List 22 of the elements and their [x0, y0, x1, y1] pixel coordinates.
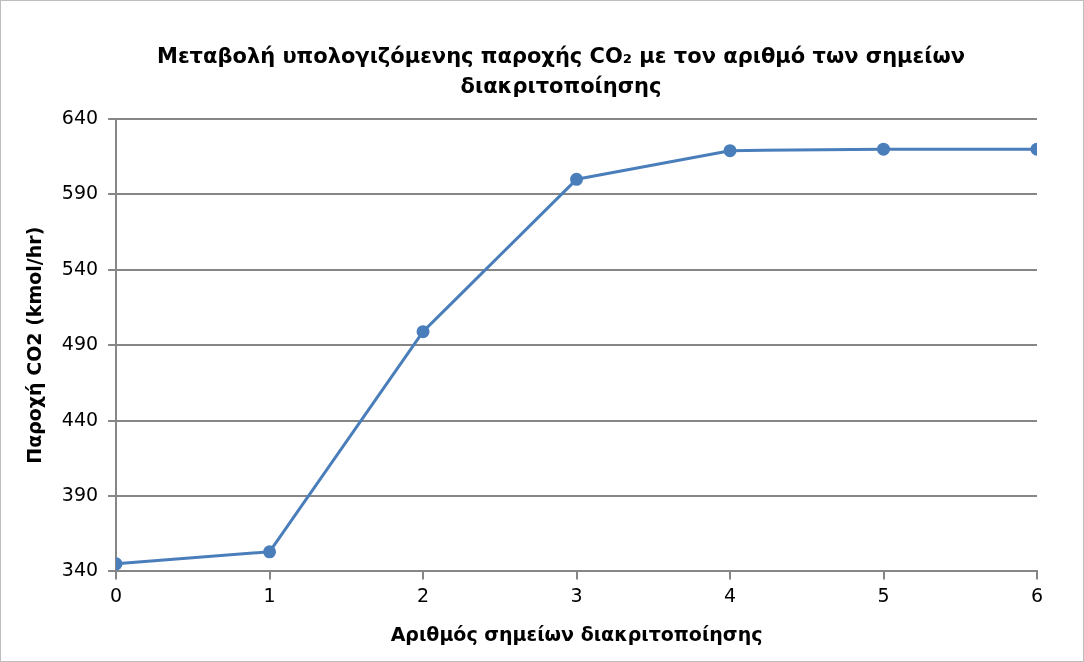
point: [723, 144, 737, 158]
x-tick-label: 0: [110, 583, 123, 606]
y-tick-label: 440: [61, 407, 99, 430]
point: [877, 142, 891, 156]
x-tick-label: 4: [723, 583, 737, 606]
y-axis-title: Παροχή CO2 (kmol/hr): [23, 226, 46, 464]
chart-title: Μεταβολή υπολογιζόμενης παροχής CO₂ με τον αριθμό των σημείων διακριτοποίησης: [156, 43, 966, 100]
y-tick-label: 590: [61, 181, 99, 204]
point: [416, 325, 430, 339]
y-tick-label: 540: [61, 256, 99, 279]
y-tick-label: 340: [61, 558, 99, 581]
point: [263, 545, 277, 559]
y-tick-label: 390: [61, 482, 99, 505]
x-tick-label: 3: [570, 583, 583, 606]
x-tick-label: 5: [877, 583, 890, 606]
x-tick-label: 6: [1030, 583, 1044, 606]
x-tick-label: 2: [417, 583, 430, 606]
y-tick-label: 640: [61, 105, 99, 128]
y-tick-label: 490: [61, 332, 99, 355]
x-axis-title: Αριθμός σημείων διακριτοποίησης: [390, 622, 763, 645]
x-tick-label: 1: [263, 583, 276, 606]
point: [570, 172, 584, 186]
